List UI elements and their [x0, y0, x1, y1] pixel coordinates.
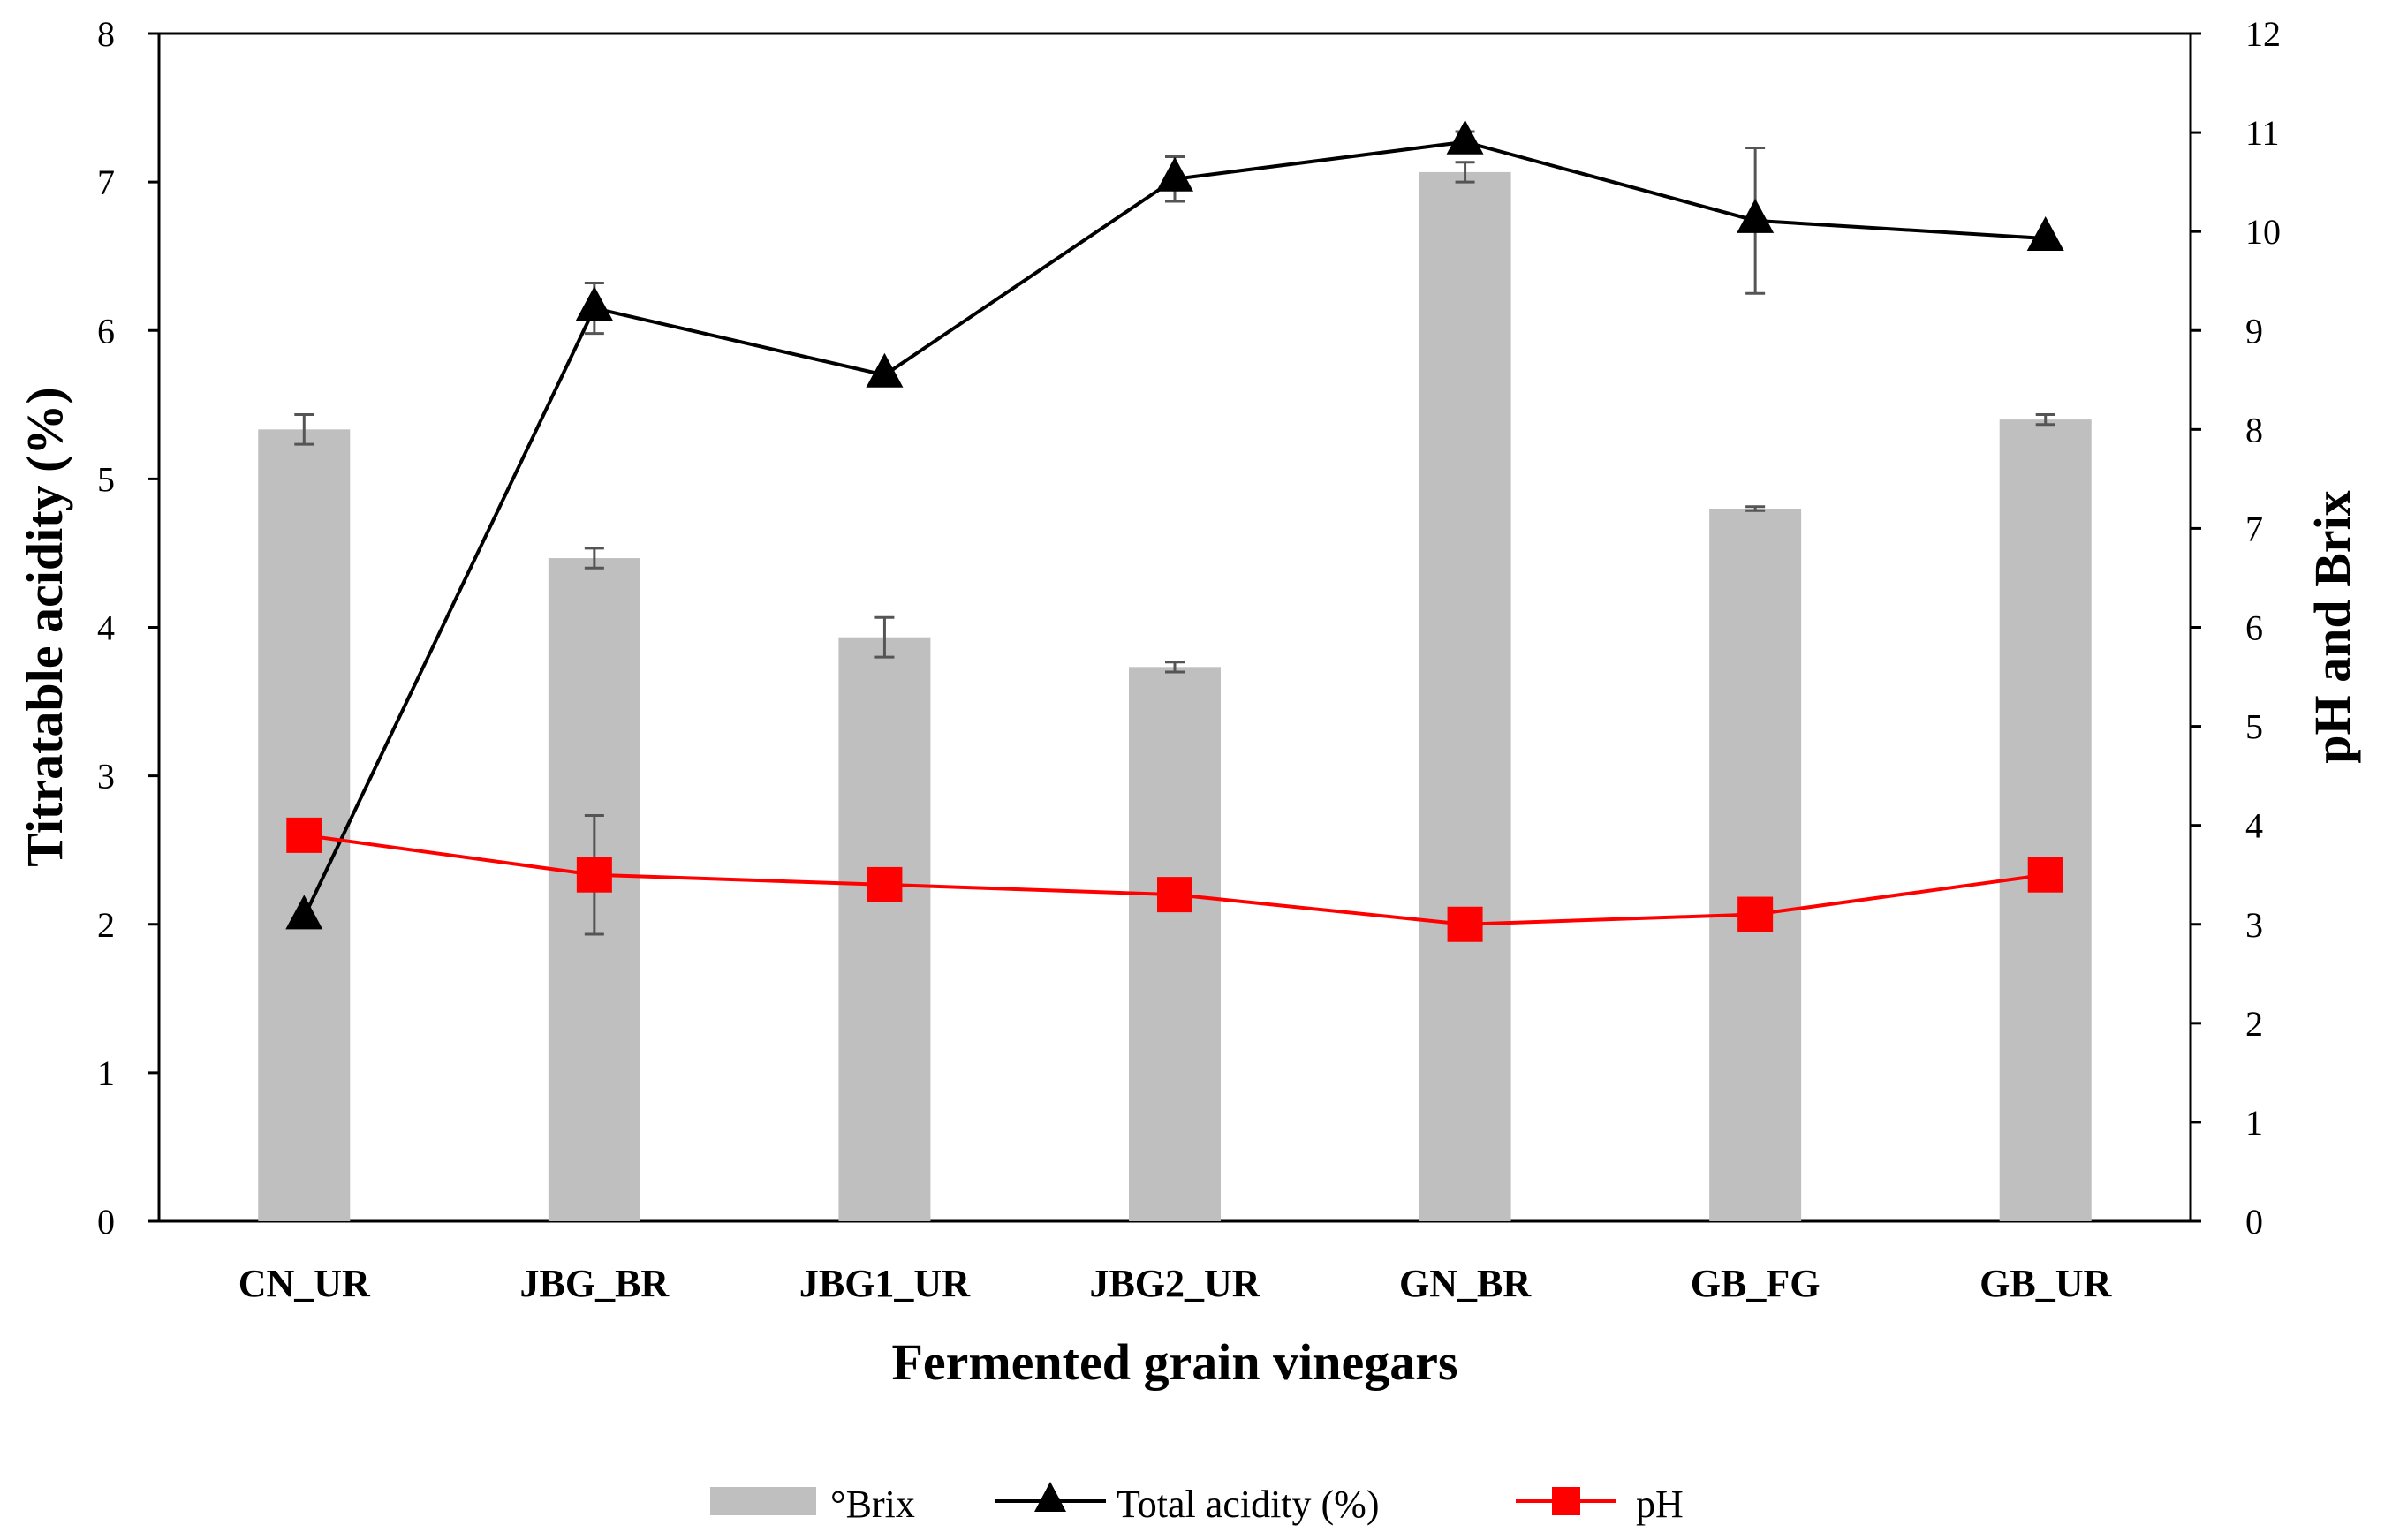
- ph-marker: [1737, 896, 1774, 932]
- y2-tick-label: 3: [2245, 905, 2263, 945]
- y-tick-label: 5: [97, 459, 115, 499]
- y2-tick-label: 8: [2245, 410, 2263, 449]
- y2-tick-label: 4: [2245, 806, 2263, 846]
- legend-label: °Brix: [830, 1483, 915, 1526]
- y2-tick-label: 5: [2245, 707, 2263, 747]
- acidity-marker: [866, 352, 904, 388]
- legend: °Brix Total acidity (%) pH: [710, 1482, 1684, 1526]
- acidity-marker: [2026, 216, 2064, 252]
- x-tick-label: JBG_BR: [520, 1262, 670, 1305]
- y-tick-label: 8: [97, 14, 115, 54]
- y2-axis-title: pH and Brix: [2304, 490, 2361, 763]
- y2-tick-label: 9: [2245, 311, 2263, 351]
- y-tick-label: 3: [97, 757, 115, 796]
- y2-tick-label: 1: [2245, 1103, 2263, 1143]
- acidity-marker: [285, 895, 323, 930]
- brix-bar-gb-ur: [1999, 419, 2092, 1221]
- y2-tick-label: 10: [2245, 212, 2281, 252]
- x-tick-label: GB_UR: [1979, 1262, 2112, 1305]
- y-tick-label: 2: [97, 905, 115, 945]
- y-axis-title: Titratable acidity (%): [16, 387, 73, 866]
- y-tick-label: 6: [97, 311, 115, 351]
- acidity-marker: [1156, 156, 1193, 192]
- y2-tick-label: 7: [2245, 509, 2263, 548]
- legend-ph-marker: [1552, 1487, 1580, 1515]
- x-axis-title: Fermented grain vinegars: [891, 1333, 1457, 1391]
- x-tick-label: JBG1_UR: [799, 1262, 971, 1305]
- brix-bar-gn-br: [1419, 171, 1511, 1222]
- y-tick-label: 7: [97, 162, 115, 202]
- ph-marker: [576, 857, 612, 893]
- y2-tick-label: 11: [2245, 113, 2280, 153]
- brix-bar-jbg2-ur: [1129, 667, 1221, 1221]
- y-tick-label: 0: [97, 1202, 115, 1242]
- x-tick-label: GN_BR: [1399, 1262, 1532, 1305]
- acidity-marker: [1446, 119, 1484, 155]
- brix-bar-gb-fg: [1709, 509, 1802, 1221]
- brix-bar-jbg1-ur: [838, 637, 931, 1221]
- y-tick-label: 4: [97, 608, 115, 648]
- ph-marker: [286, 817, 322, 853]
- legend-brix-swatch: [710, 1487, 816, 1515]
- y-tick-label: 1: [97, 1053, 115, 1093]
- ph-marker: [867, 866, 903, 902]
- y2-tick-label: 12: [2245, 14, 2281, 54]
- legend-label: Total acidity (%): [1117, 1483, 1379, 1526]
- ph-marker: [2027, 857, 2063, 893]
- y2-tick-label: 0: [2245, 1202, 2263, 1242]
- legend-label: pH: [1636, 1483, 1684, 1526]
- x-tick-label: JBG2_UR: [1089, 1262, 1260, 1305]
- y2-tick-label: 6: [2245, 608, 2263, 648]
- ph-marker: [1447, 906, 1483, 942]
- x-tick-label: GB_FG: [1691, 1262, 1820, 1305]
- acidity-marker: [1737, 198, 1775, 233]
- x-tick-label: CN_UR: [238, 1262, 371, 1305]
- y2-tick-label: 2: [2245, 1004, 2263, 1044]
- acidity-marker: [575, 286, 613, 321]
- ph-marker: [1157, 877, 1192, 913]
- legend-acidity-marker: [1034, 1482, 1066, 1512]
